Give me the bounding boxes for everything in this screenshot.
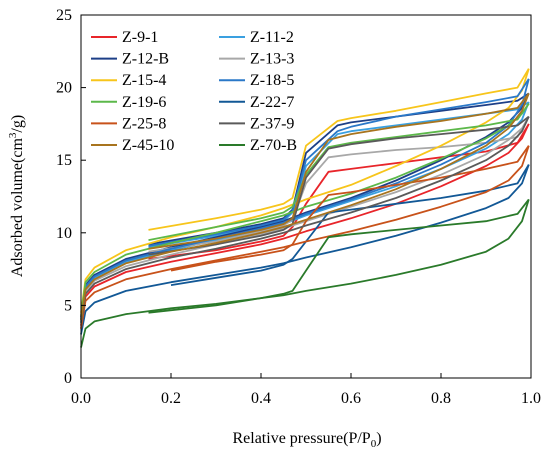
y-axis-label-main: Adsorbed volume(cm xyxy=(9,138,26,278)
series-line-Z-9-1-desorption xyxy=(148,123,530,260)
legend-label-Z-45-10: Z-45-10 xyxy=(122,137,174,154)
y-tick-label: 0 xyxy=(64,370,72,387)
y-tick-label: 15 xyxy=(56,152,72,169)
legend-label-Z-37-9: Z-37-9 xyxy=(250,115,294,132)
series-line-Z-12-B-desorption xyxy=(148,92,530,246)
series-line-Z-37-9-adsorption xyxy=(80,116,530,323)
legend-label-Z-22-7: Z-22-7 xyxy=(250,94,294,111)
series-line-Z-45-10-adsorption xyxy=(80,93,530,321)
legend-label-Z-25-8: Z-25-8 xyxy=(122,115,166,132)
series-line-Z-19-6-desorption xyxy=(148,103,530,241)
series-line-Z-22-7-adsorption xyxy=(80,164,530,335)
series-line-Z-70-B-adsorption xyxy=(80,199,530,348)
series-line-Z-25-8-desorption xyxy=(170,145,530,272)
y-axis-label-sup: 3 xyxy=(7,132,19,138)
x-axis-label-main: Relative pressure(P/P xyxy=(232,430,370,447)
x-tick-label: 0.2 xyxy=(161,390,181,407)
legend-label-Z-9-1: Z-9-1 xyxy=(122,29,158,46)
series-line-Z-9-1-adsorption xyxy=(80,123,530,326)
plot-area xyxy=(80,68,530,348)
y-tick-label: 25 xyxy=(56,7,72,24)
x-tick-label: 0.4 xyxy=(251,390,271,407)
y-tick-label: 20 xyxy=(56,80,72,97)
series-line-Z-18-5-desorption xyxy=(148,78,530,247)
x-axis-label-end: ) xyxy=(376,430,381,447)
series-line-Z-15-4-desorption xyxy=(148,68,530,231)
plot-frame xyxy=(80,14,532,379)
legend-label-Z-18-5: Z-18-5 xyxy=(250,72,294,89)
legend-label-Z-11-2: Z-11-2 xyxy=(250,29,294,46)
y-tick-label: 5 xyxy=(64,297,72,314)
series-line-Z-11-2-desorption xyxy=(148,101,530,249)
series-line-Z-37-9-desorption xyxy=(148,115,530,256)
axis-ticks: 0.0 0.2 0.4 0.6 0.8 1.0 0 5 10 15 20 25 xyxy=(56,7,541,407)
series-line-Z-45-10-desorption xyxy=(148,92,530,250)
x-axis-label-sub: 0 xyxy=(371,438,377,450)
legend-label-Z-70-B: Z-70-B xyxy=(250,137,297,154)
legend-label-Z-15-4: Z-15-4 xyxy=(122,72,166,89)
x-axis-label: Relative pressure(P/P0) xyxy=(232,430,381,450)
x-tick-label: 0.6 xyxy=(341,390,361,407)
x-tick-label: 0.0 xyxy=(71,390,91,407)
series-line-Z-25-8-adsorption xyxy=(80,145,530,329)
legend-label-Z-13-3: Z-13-3 xyxy=(250,51,294,68)
series-line-Z-70-B-desorption xyxy=(148,198,530,314)
x-tick-label: 1.0 xyxy=(521,390,541,407)
series-line-Z-13-3-adsorption xyxy=(80,116,530,322)
legend-label-Z-12-B: Z-12-B xyxy=(122,51,169,68)
y-axis-label: Adsorbed volume(cm3/g) xyxy=(7,115,26,277)
y-axis-label-end: /g) xyxy=(9,115,26,133)
y-tick-label: 10 xyxy=(56,225,72,242)
x-tick-label: 0.8 xyxy=(431,390,451,407)
legend: Z-9-1 Z-11-2 Z-12-B Z-13-3 Z-15-4 Z-18-5 Z-19-… xyxy=(91,29,297,154)
legend-label-Z-19-6: Z-19-6 xyxy=(122,94,166,111)
